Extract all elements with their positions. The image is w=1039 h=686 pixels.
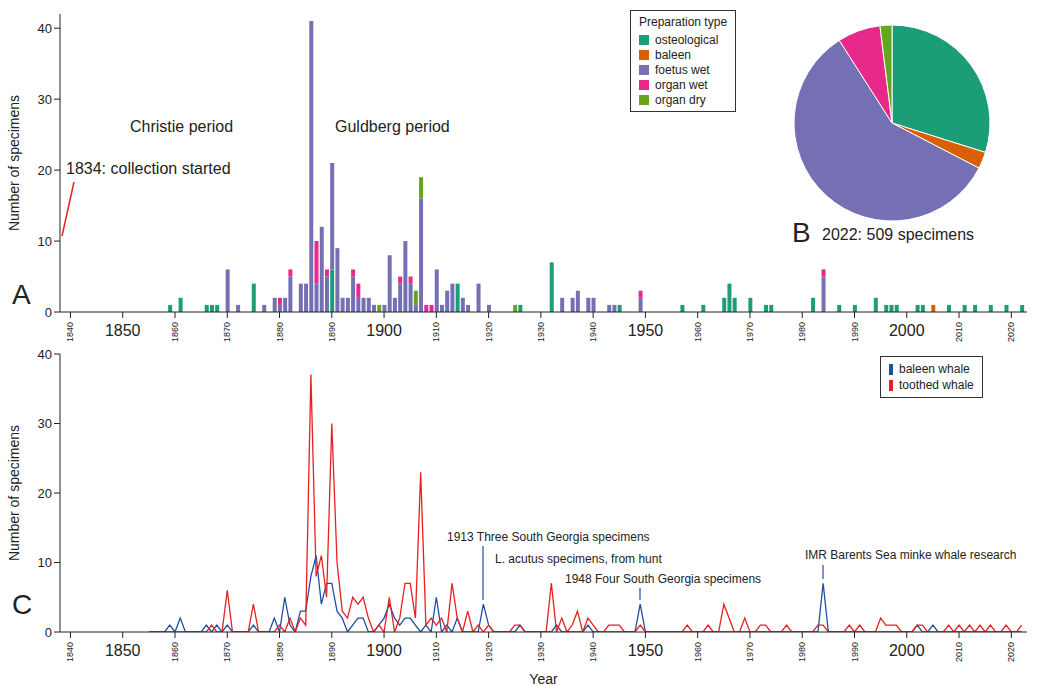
- svg-text:1940: 1940: [588, 322, 598, 342]
- svg-text:2000: 2000: [889, 642, 925, 659]
- svg-text:1950: 1950: [628, 642, 664, 659]
- html-text:L. acutus specimens, from hunt: L. acutus specimens, from hunt: [495, 552, 662, 566]
- html-text:Number of specimens: Number of specimens: [6, 94, 22, 232]
- html-text:osteological: osteological: [655, 32, 719, 47]
- html-text:1913 Three South Georgia speci: 1913 Three South Georgia specimens: [447, 530, 650, 544]
- svg-text:2000: 2000: [889, 322, 925, 339]
- html-text:Preparation type: Preparation type: [639, 15, 728, 29]
- html-text:1948 Four South Georgia specim: 1948 Four South Georgia specimens: [565, 572, 762, 586]
- svg-text:0: 0: [45, 625, 52, 640]
- svg-text:1990: 1990: [850, 322, 860, 342]
- svg-text:1850: 1850: [105, 322, 141, 339]
- html-text:Number of specimens: Number of specimens: [6, 424, 22, 562]
- html-text:toothed whale: toothed whale: [899, 378, 974, 392]
- html-text:foetus wet: foetus wet: [655, 62, 710, 77]
- html-text:IMR Barents Sea minke whale re: IMR Barents Sea minke whale research: [805, 548, 1017, 562]
- svg-text:1870: 1870: [222, 322, 232, 342]
- svg-text:1880: 1880: [275, 322, 285, 342]
- svg-text:1970: 1970: [745, 322, 755, 342]
- svg-text:2020: 2020: [1006, 322, 1016, 342]
- svg-text:2020: 2020: [1006, 642, 1016, 662]
- svg-text:0: 0: [45, 305, 52, 320]
- html-text:baleen whale: baleen whale: [899, 362, 970, 376]
- svg-text:1990: 1990: [850, 642, 860, 662]
- svg-text:1840: 1840: [65, 322, 75, 342]
- svg-text:1920: 1920: [484, 322, 494, 342]
- svg-text:1840: 1840: [65, 642, 75, 662]
- svg-text:2010: 2010: [954, 322, 964, 342]
- svg-text:30: 30: [38, 92, 52, 107]
- svg-text:10: 10: [38, 234, 52, 249]
- html-text:organ dry: organ dry: [655, 92, 706, 107]
- svg-text:1850: 1850: [105, 642, 141, 659]
- svg-text:1880: 1880: [275, 642, 285, 662]
- svg-text:Year: Year: [529, 671, 558, 686]
- html-text:2022: 509 specimens: 2022: 509 specimens: [822, 226, 975, 243]
- svg-text:1860: 1860: [170, 642, 180, 662]
- svg-text:1960: 1960: [693, 322, 703, 342]
- svg-text:1890: 1890: [327, 642, 337, 662]
- svg-text:20: 20: [38, 163, 52, 178]
- svg-text:1910: 1910: [431, 642, 441, 662]
- svg-text:1920: 1920: [484, 642, 494, 662]
- svg-text:1940: 1940: [588, 642, 598, 662]
- svg-text:40: 40: [38, 347, 52, 362]
- html-text:organ wet: organ wet: [655, 77, 708, 92]
- svg-text:1930: 1930: [536, 322, 546, 342]
- svg-text:1870: 1870: [222, 642, 232, 662]
- svg-text:1980: 1980: [797, 322, 807, 342]
- svg-text:1860: 1860: [170, 322, 180, 342]
- svg-text:40: 40: [38, 21, 52, 36]
- html-text:1834: collection started: 1834: collection started: [66, 160, 231, 177]
- svg-text:1950: 1950: [628, 322, 664, 339]
- svg-text:1970: 1970: [745, 642, 755, 662]
- svg-text:10: 10: [38, 555, 52, 570]
- svg-text:1960: 1960: [693, 642, 703, 662]
- html-text:Christie period: Christie period: [130, 118, 234, 135]
- svg-text:20: 20: [38, 486, 52, 501]
- html-text:B: B: [792, 217, 811, 248]
- html-text:A: A: [12, 279, 31, 310]
- svg-text:1910: 1910: [431, 322, 441, 342]
- svg-text:1980: 1980: [797, 642, 807, 662]
- svg-text:1890: 1890: [327, 322, 337, 342]
- html-text:C: C: [12, 589, 33, 620]
- html-text:baleen: baleen: [655, 47, 691, 62]
- svg-text:2010: 2010: [954, 642, 964, 662]
- svg-text:1930: 1930: [536, 642, 546, 662]
- svg-text:1900: 1900: [366, 322, 402, 339]
- svg-text:1900: 1900: [366, 642, 402, 659]
- svg-text:30: 30: [38, 416, 52, 431]
- html-text:Guldberg period: Guldberg period: [335, 118, 450, 135]
